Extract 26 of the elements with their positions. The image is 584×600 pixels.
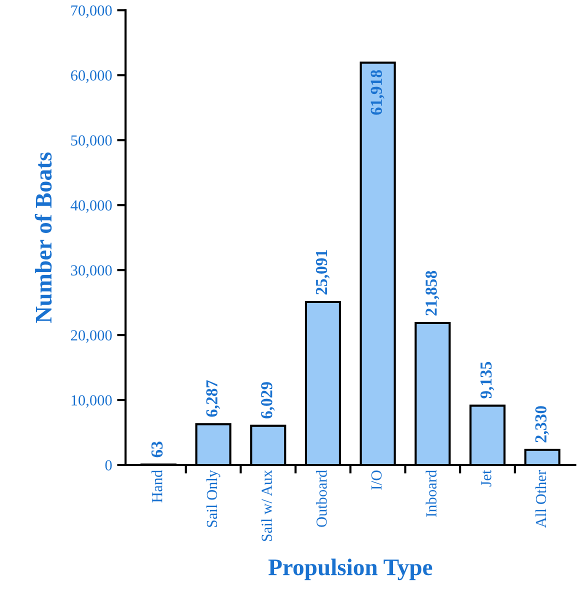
y-tick-label: 70,000 [71, 5, 112, 18]
data-label: 63 [151, 442, 163, 458]
x-tick-label: Inboard [426, 470, 436, 517]
y-tick-label: 50,000 [71, 135, 112, 148]
y-axis-title: Number of Boats [34, 152, 52, 323]
y-tick-label: 10,000 [72, 395, 112, 408]
x-tick-label: Outboard [316, 470, 327, 527]
x-tick-label: Sail w/ Aux [261, 470, 272, 541]
data-label: 6,287 [206, 380, 220, 417]
data-label: 2,330 [535, 406, 549, 442]
data-label: 61,918 [370, 70, 384, 115]
x-tick-label: I/O [371, 470, 382, 490]
x-axis-title: Propulsion Type [268, 558, 432, 580]
y-tick-label: 20,000 [71, 330, 112, 343]
x-tick-label: Sail Only [206, 470, 220, 527]
y-tick-label: 40,000 [70, 200, 112, 213]
y-tick-label: 0 [105, 460, 112, 470]
x-tick-label: Jet [481, 470, 492, 487]
data-label: 25,091 [316, 250, 330, 294]
x-tick-label: Hand [152, 470, 162, 503]
x-tick-label: All Other [535, 470, 546, 528]
y-tick-label: 60,000 [71, 70, 112, 83]
y-tick-label: 30,000 [71, 265, 112, 278]
data-label: 6,029 [261, 382, 275, 418]
data-label: 21,858 [426, 270, 440, 316]
data-label: 9,135 [480, 362, 494, 398]
